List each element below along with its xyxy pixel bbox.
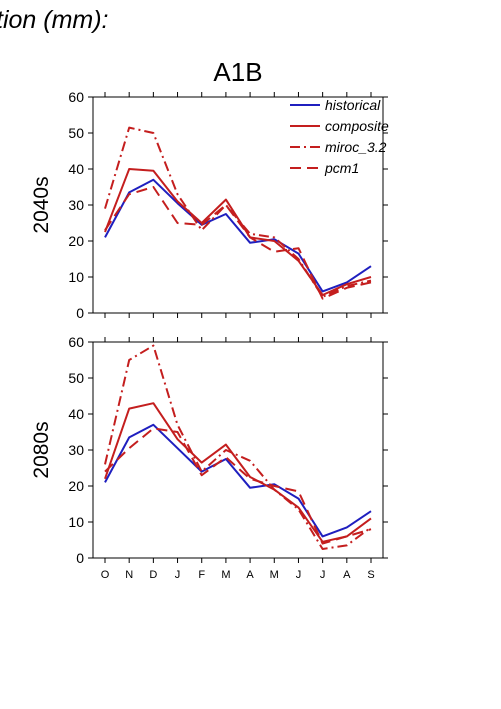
y-tick-label: 40	[68, 161, 84, 177]
legend-label-composite: composite	[325, 118, 389, 134]
y-axis-label: 2080s	[30, 421, 53, 478]
series-line-composite	[104, 168, 372, 296]
y-tick-label: 20	[68, 233, 84, 249]
y-tick-label: 20	[68, 478, 84, 494]
series-line-miroc_3.2	[104, 126, 372, 298]
series-line-series-4	[104, 427, 372, 545]
x-tick-label: S	[367, 569, 374, 581]
y-tick-label: 30	[68, 442, 84, 458]
top-clipped-title: tion (mm):	[0, 6, 109, 34]
x-tick-label: J	[320, 569, 326, 581]
legend-label-miroc_3.2: miroc_3.2	[325, 139, 387, 155]
series-line-series-3	[104, 344, 372, 550]
y-tick-label: 60	[68, 89, 84, 105]
x-tick-label: A	[246, 569, 254, 581]
y-tick-label: 30	[68, 197, 84, 213]
y-tick-label: 50	[68, 125, 84, 141]
x-tick-label: O	[101, 569, 110, 581]
series-line-historical	[104, 178, 372, 293]
legend-label-historical: historical	[325, 97, 381, 113]
x-tick-label: D	[149, 569, 157, 581]
chart-panel-1: 0 10 20 30 40 50 60 2040s A1B historical composite…	[30, 57, 389, 321]
series-line-series-1	[104, 423, 372, 538]
chart-panel-2: 0 10 20 30 40 50 60 O N D J F M A M J J A S 2080s	[30, 334, 388, 581]
y-tick-label: 60	[68, 334, 84, 350]
legend-label-pcm1: pcm1	[324, 160, 359, 176]
y-tick-label: 0	[76, 550, 84, 566]
x-tick-label: M	[221, 569, 230, 581]
series-line-series-2	[104, 402, 372, 543]
x-tick-label: M	[270, 569, 279, 581]
y-tick-label: 0	[76, 305, 84, 321]
y-tick-label: 10	[68, 514, 84, 530]
chart-title: A1B	[213, 57, 262, 87]
y-axis-label: 2040s	[30, 176, 53, 233]
series-line-pcm1	[104, 186, 372, 300]
legend: historical composite miroc_3.2 pcm1	[290, 97, 389, 176]
y-tick-label: 50	[68, 370, 84, 386]
y-tick-label: 10	[68, 269, 84, 285]
y-tick-label: 40	[68, 406, 84, 422]
x-tick-label: F	[198, 569, 205, 581]
plot-frame	[92, 341, 384, 559]
x-tick-label: A	[343, 569, 351, 581]
x-tick-label: J	[175, 569, 181, 581]
x-tick-label: N	[125, 569, 133, 581]
chart-panels: 0 10 20 30 40 50 60 2040s A1B historical composite…	[30, 57, 389, 581]
x-tick-label: J	[296, 569, 302, 581]
